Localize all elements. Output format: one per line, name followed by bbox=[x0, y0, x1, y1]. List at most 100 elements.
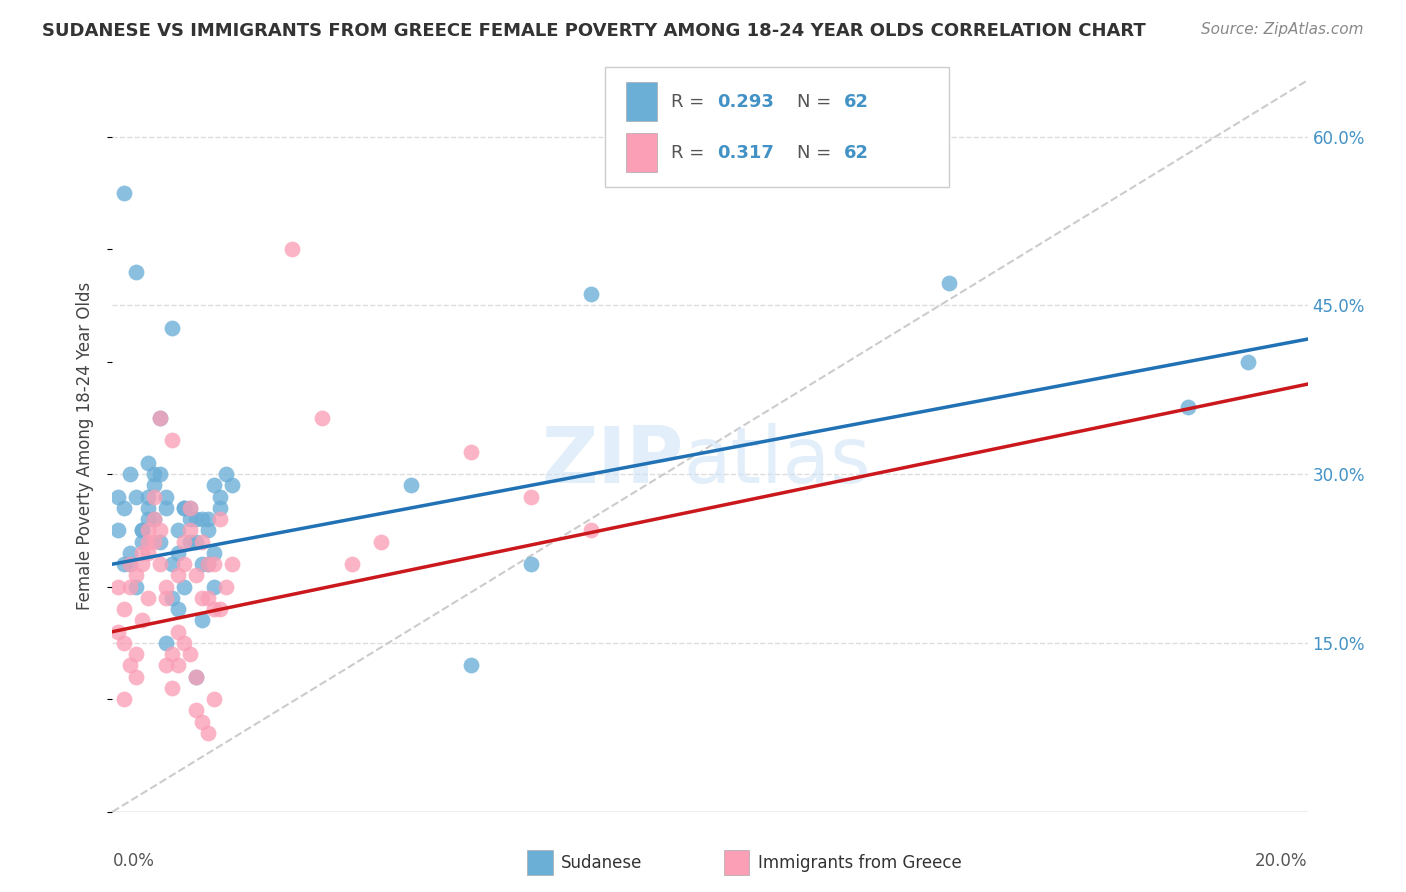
Point bbox=[179, 647, 201, 661]
Point bbox=[186, 703, 208, 717]
Point bbox=[131, 524, 153, 538]
Point bbox=[114, 186, 135, 200]
Point bbox=[143, 490, 166, 504]
Text: ZIP: ZIP bbox=[541, 423, 683, 499]
Point bbox=[186, 512, 208, 526]
Point bbox=[143, 512, 166, 526]
Point bbox=[191, 512, 214, 526]
Text: SUDANESE VS IMMIGRANTS FROM GREECE FEMALE POVERTY AMONG 18-24 YEAR OLDS CORRELAT: SUDANESE VS IMMIGRANTS FROM GREECE FEMAL… bbox=[42, 22, 1146, 40]
Point bbox=[179, 512, 201, 526]
Text: 0.0%: 0.0% bbox=[112, 852, 155, 870]
Point bbox=[209, 500, 232, 515]
Point bbox=[1177, 400, 1199, 414]
Text: 62: 62 bbox=[844, 144, 869, 161]
Point bbox=[143, 534, 166, 549]
Point bbox=[125, 490, 148, 504]
Point bbox=[114, 636, 135, 650]
Point bbox=[143, 512, 166, 526]
Point bbox=[191, 534, 214, 549]
Point bbox=[155, 636, 177, 650]
Point bbox=[143, 478, 166, 492]
Text: N =: N = bbox=[797, 144, 837, 161]
Point bbox=[167, 546, 190, 560]
Point bbox=[167, 568, 190, 582]
Point bbox=[460, 658, 482, 673]
Point bbox=[162, 681, 183, 695]
Point bbox=[311, 410, 333, 425]
Point bbox=[162, 434, 183, 448]
Point bbox=[143, 467, 166, 482]
Point bbox=[125, 568, 148, 582]
Point bbox=[167, 624, 190, 639]
Point bbox=[138, 490, 160, 504]
Point bbox=[215, 580, 238, 594]
Point bbox=[281, 242, 304, 256]
Text: Source: ZipAtlas.com: Source: ZipAtlas.com bbox=[1201, 22, 1364, 37]
Point bbox=[520, 490, 543, 504]
Text: R =: R = bbox=[671, 93, 710, 111]
Point bbox=[938, 276, 960, 290]
Point bbox=[202, 580, 225, 594]
Point bbox=[579, 524, 602, 538]
Point bbox=[149, 410, 172, 425]
Point bbox=[131, 524, 153, 538]
Point bbox=[162, 321, 183, 335]
Point bbox=[155, 658, 177, 673]
Point bbox=[138, 500, 160, 515]
Text: Sudanese: Sudanese bbox=[561, 854, 643, 871]
Point bbox=[1237, 354, 1260, 368]
Text: atlas: atlas bbox=[683, 423, 872, 499]
Point bbox=[191, 591, 214, 605]
Point bbox=[202, 692, 225, 706]
Point bbox=[173, 534, 195, 549]
Point bbox=[167, 524, 190, 538]
Point bbox=[167, 602, 190, 616]
Text: 0.293: 0.293 bbox=[717, 93, 773, 111]
Point bbox=[107, 524, 129, 538]
Point bbox=[221, 478, 243, 492]
Point bbox=[579, 287, 602, 301]
Point bbox=[149, 524, 172, 538]
Point bbox=[120, 658, 142, 673]
Point bbox=[197, 591, 219, 605]
Point bbox=[125, 580, 148, 594]
Point bbox=[197, 726, 219, 740]
Point bbox=[107, 490, 129, 504]
Point bbox=[114, 557, 135, 571]
Point bbox=[209, 602, 232, 616]
Point bbox=[107, 624, 129, 639]
Point bbox=[173, 636, 195, 650]
Point bbox=[202, 602, 225, 616]
Point bbox=[221, 557, 243, 571]
Point bbox=[191, 714, 214, 729]
Point bbox=[149, 410, 172, 425]
Point bbox=[120, 467, 142, 482]
Point bbox=[120, 557, 142, 571]
Point bbox=[179, 500, 201, 515]
Point bbox=[197, 557, 219, 571]
Point bbox=[186, 534, 208, 549]
Point bbox=[114, 602, 135, 616]
Point bbox=[131, 534, 153, 549]
Point bbox=[202, 557, 225, 571]
Point bbox=[131, 557, 153, 571]
Point bbox=[370, 534, 392, 549]
Text: Immigrants from Greece: Immigrants from Greece bbox=[758, 854, 962, 871]
Text: 0.317: 0.317 bbox=[717, 144, 773, 161]
Point bbox=[125, 264, 148, 278]
Point bbox=[155, 580, 177, 594]
Point bbox=[197, 512, 219, 526]
Point bbox=[120, 580, 142, 594]
Point bbox=[209, 490, 232, 504]
Point bbox=[138, 524, 160, 538]
Point bbox=[138, 546, 160, 560]
Point bbox=[191, 557, 214, 571]
Point bbox=[520, 557, 543, 571]
Point bbox=[138, 534, 160, 549]
Point bbox=[162, 647, 183, 661]
Point bbox=[460, 444, 482, 458]
Point bbox=[138, 512, 160, 526]
Point bbox=[179, 524, 201, 538]
Text: 62: 62 bbox=[844, 93, 869, 111]
Point bbox=[173, 500, 195, 515]
